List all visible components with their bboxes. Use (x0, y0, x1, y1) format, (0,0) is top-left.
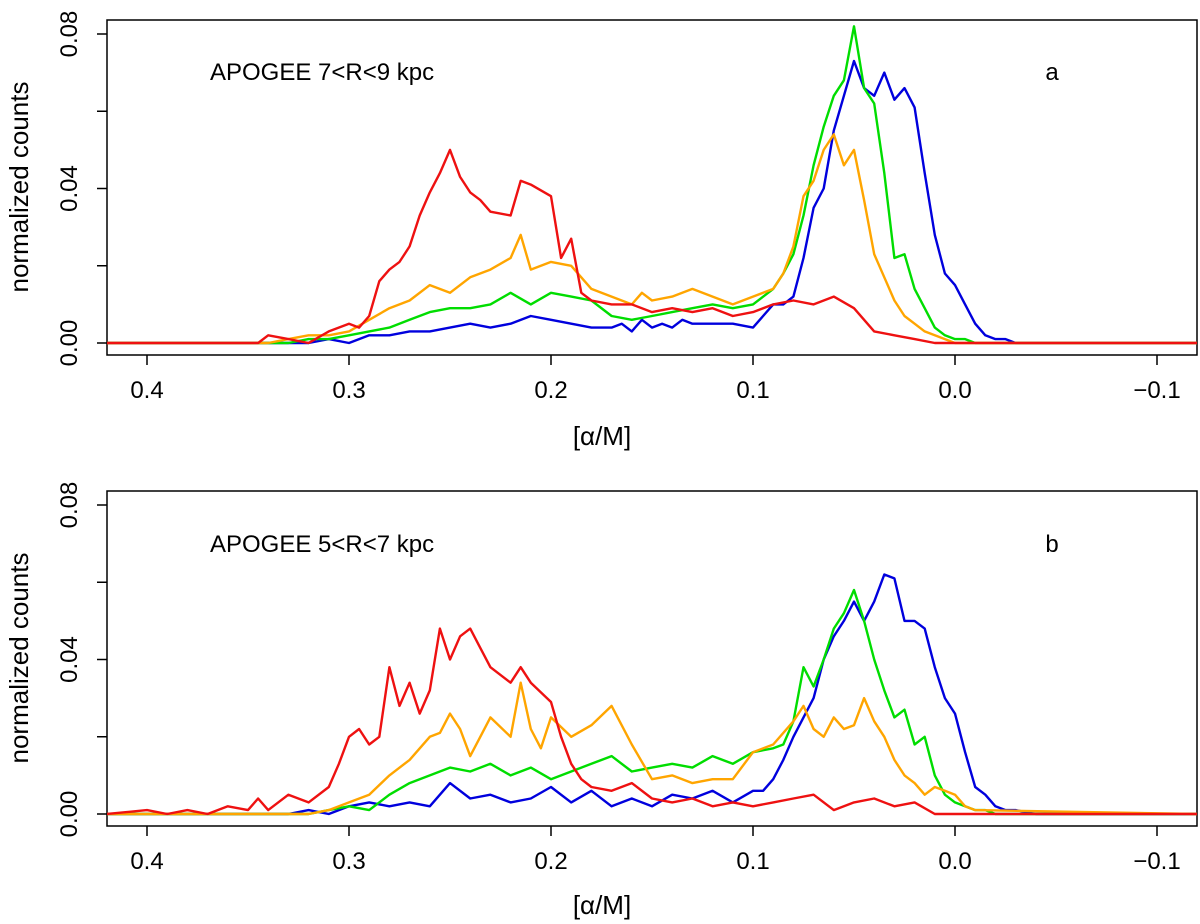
x-tick-label: 0.0 (938, 377, 971, 404)
y-axis-label: normalized counts (4, 82, 34, 293)
series-line-0 (107, 573, 1197, 816)
panel-annotation: APOGEE 7<R<9 kpc (210, 59, 434, 86)
x-tick-label: 0.4 (130, 848, 163, 875)
x-tick-label: 0.1 (736, 848, 769, 875)
series-line-0 (107, 59, 1197, 345)
series-line-2 (107, 133, 1197, 345)
x-tick-label: 0.2 (534, 848, 567, 875)
x-tick-label: −0.1 (1133, 377, 1180, 404)
x-axis-label: [α/M] (573, 421, 631, 451)
x-tick-label: −0.1 (1133, 848, 1180, 875)
plot-frame (106, 19, 1198, 356)
x-tick-label: 0.2 (534, 377, 567, 404)
x-tick-label: 0.3 (332, 848, 365, 875)
panel-annotation: APOGEE 5<R<7 kpc (210, 531, 434, 558)
y-tick-label: 0.00 (56, 320, 83, 367)
panel-letter: b (1045, 531, 1058, 558)
panel-letter: a (1045, 59, 1059, 86)
plot-frame (106, 490, 1198, 827)
series-group (107, 25, 1197, 345)
x-tick-label: 0.0 (938, 848, 971, 875)
y-tick-label: 0.04 (56, 636, 83, 683)
panel-b: 0.4 0.3 0.2 0.1 0.0 −0.1 0.00 0.04 0.08 [α/M] norm… (4, 482, 1198, 920)
x-axis-label: [α/M] (573, 890, 631, 920)
x-tick-label: 0.3 (332, 377, 365, 404)
y-axis-label: normalized counts (4, 553, 34, 764)
series-line-3 (107, 627, 1197, 816)
series-group (107, 573, 1197, 816)
y-tick-label: 0.04 (56, 165, 83, 212)
series-line-1 (107, 25, 1197, 345)
panel-a: 0.4 0.3 0.2 0.1 0.0 −0.1 0.00 0.04 0.08 [α/M] norm… (4, 11, 1198, 451)
series-line-3 (107, 148, 1197, 345)
x-tick-label: 0.4 (130, 377, 163, 404)
series-line-1 (107, 588, 1197, 816)
y-tick-label: 0.00 (56, 791, 83, 838)
series-line-2 (107, 681, 1197, 816)
y-tick-label: 0.08 (56, 482, 83, 529)
x-tick-label: 0.1 (736, 377, 769, 404)
y-tick-label: 0.08 (56, 11, 83, 58)
